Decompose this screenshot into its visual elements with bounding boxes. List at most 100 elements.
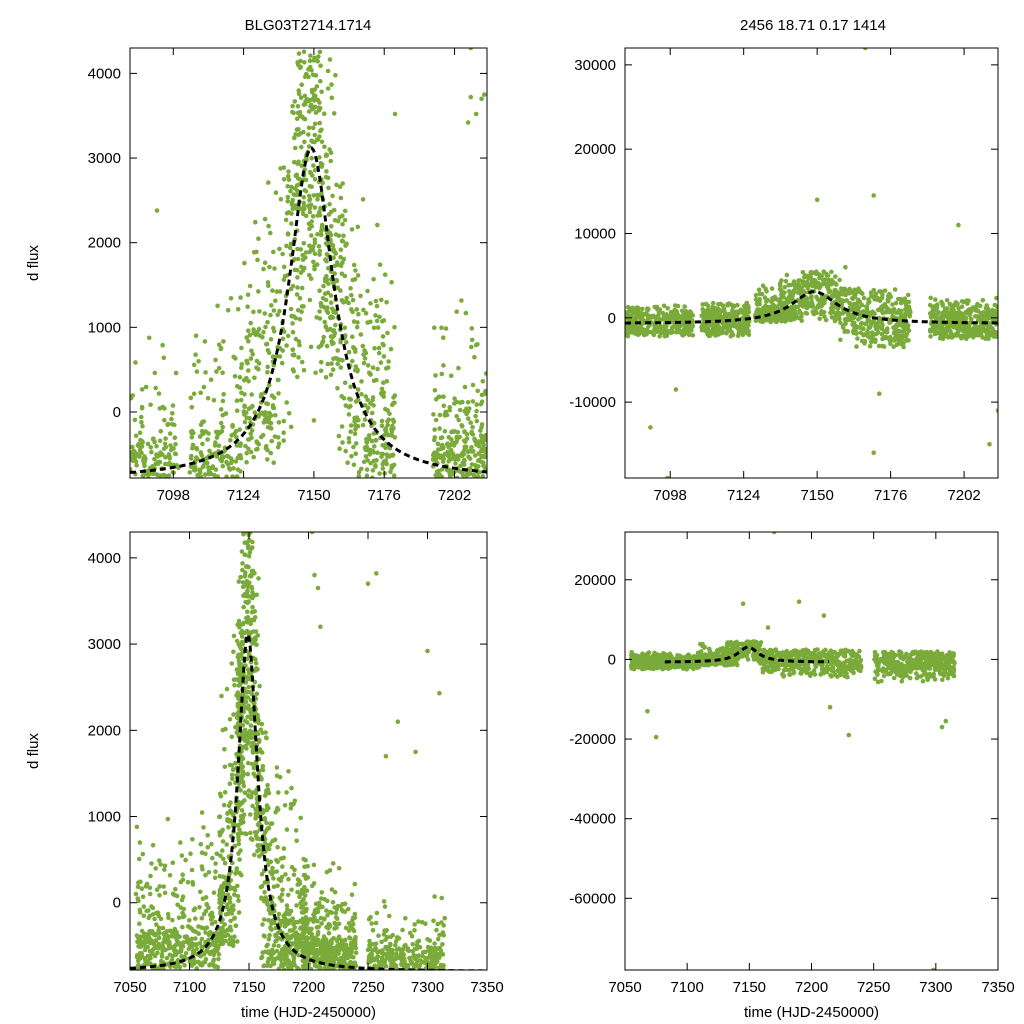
data-point [271, 956, 277, 962]
data-point [686, 332, 692, 338]
data-point [170, 403, 176, 408]
data-point [353, 399, 359, 404]
data-point [317, 252, 322, 257]
data-point [368, 319, 373, 325]
data-point [291, 872, 297, 878]
data-point [267, 410, 272, 416]
data-point [258, 884, 264, 890]
data-point [317, 957, 323, 962]
data-point [296, 127, 301, 132]
data-point [476, 464, 481, 469]
data-point [883, 309, 889, 315]
data-point [710, 300, 716, 306]
data-point [307, 64, 313, 70]
data-point [904, 338, 909, 343]
data-point [227, 467, 233, 472]
data-point [869, 310, 875, 315]
data-point [678, 314, 684, 320]
data-point [436, 474, 441, 478]
data-point [256, 326, 262, 332]
data-point [285, 333, 291, 339]
data-point-outlier [465, 120, 471, 125]
data-point [311, 58, 317, 63]
data-point [363, 311, 369, 316]
data-point [882, 288, 888, 294]
data-point [145, 944, 150, 950]
data-point [246, 368, 251, 373]
data-point [308, 170, 314, 176]
data-point [146, 475, 151, 478]
x-tick-label: 7098 [157, 487, 190, 504]
data-point [229, 433, 234, 438]
data-point [947, 334, 952, 340]
data-point [238, 295, 243, 300]
data-point [234, 474, 240, 478]
data-point [188, 395, 194, 401]
data-point [936, 310, 941, 315]
data-point [381, 354, 387, 359]
data-point [360, 422, 366, 428]
data-point [664, 312, 669, 317]
data-point [234, 638, 240, 644]
data-point [229, 734, 235, 740]
x-tick-label: 7176 [368, 487, 401, 504]
data-point [299, 285, 305, 291]
data-point [290, 321, 295, 326]
data-point [207, 951, 213, 957]
data-point [384, 379, 390, 384]
data-point [437, 426, 442, 431]
data-point [470, 382, 476, 388]
x-tick-label: 7124 [727, 487, 760, 504]
data-point [779, 278, 784, 283]
data-point [355, 320, 360, 325]
data-point [311, 259, 316, 265]
data-point [302, 139, 307, 145]
data-point [473, 413, 478, 419]
data-point [374, 458, 379, 463]
data-point [353, 422, 358, 428]
data-point [330, 341, 335, 347]
data-point [472, 453, 478, 458]
data-point [840, 325, 846, 330]
data-point [464, 473, 469, 478]
data-point [336, 921, 342, 926]
data-point [347, 935, 352, 940]
data-point [189, 435, 195, 440]
data-point [439, 371, 445, 377]
data-point [291, 941, 296, 946]
data-point [786, 289, 792, 294]
data-point [218, 853, 223, 858]
data-point [364, 444, 370, 450]
data-point [257, 683, 262, 689]
data-point [264, 401, 269, 406]
data-point [289, 211, 294, 216]
data-point [706, 311, 712, 317]
data-point [450, 451, 456, 456]
data-point [299, 304, 305, 309]
data-point [479, 392, 485, 398]
data-point [701, 322, 706, 328]
data-point [772, 294, 778, 300]
data-point [138, 450, 144, 456]
data-point [223, 912, 229, 917]
data-point [196, 924, 201, 929]
data-point [810, 304, 815, 310]
data-point [252, 635, 258, 640]
data-point [815, 297, 820, 302]
data-point [780, 311, 786, 316]
data-point [441, 335, 446, 341]
data-point [301, 367, 307, 373]
data-point [190, 442, 196, 448]
data-point [994, 295, 998, 301]
data-point [313, 110, 319, 115]
data-point [665, 306, 670, 311]
data-point [332, 889, 338, 895]
data-point [966, 326, 971, 332]
data-point [163, 436, 168, 441]
data-point [240, 621, 246, 627]
data-point [230, 422, 235, 428]
data-point [328, 300, 334, 306]
data-point [212, 472, 217, 478]
data-point [966, 331, 972, 336]
data-point [303, 213, 309, 219]
